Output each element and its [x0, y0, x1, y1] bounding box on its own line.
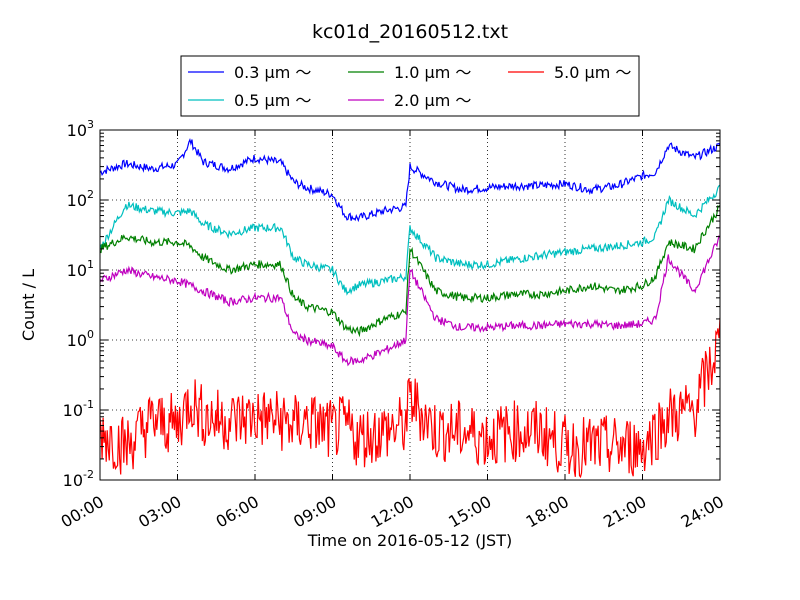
series-line-4	[100, 317, 720, 479]
x-tick-label: 12:00	[368, 492, 417, 532]
chart-title: kc01d_20160512.txt	[312, 21, 508, 43]
x-tick-label: 03:00	[135, 492, 184, 532]
x-tick-label: 00:00	[58, 492, 107, 532]
y-tick-label: 102	[67, 188, 94, 210]
x-tick-label: 24:00	[678, 492, 727, 532]
series-line-2	[100, 204, 720, 338]
legend-entry: 0.3 μm ～	[234, 63, 311, 82]
y-tick-label: 101	[67, 258, 94, 280]
x-tick-label: 06:00	[213, 492, 262, 532]
y-tick-label: 100	[67, 328, 94, 350]
ticks	[99, 129, 721, 481]
legend-entry: 2.0 μm ～	[394, 91, 471, 110]
series-lines	[100, 137, 720, 479]
x-tick-label: 21:00	[600, 492, 649, 532]
grid-lines	[100, 130, 720, 480]
x-tick-label: 09:00	[290, 492, 339, 532]
legend-box	[180, 55, 640, 117]
series-line-0	[100, 137, 720, 223]
x-axis-label: Time on 2016-05-12 (JST)	[307, 531, 512, 550]
y-tick-label: 10-1	[63, 398, 94, 420]
y-tick-label: 103	[67, 118, 94, 140]
series-line-1	[100, 184, 720, 296]
x-tick-label: 18:00	[523, 492, 572, 532]
x-tick-labels: 00:00 03:00 06:00 09:00 12:00 15:00 18:00 21:00…	[58, 492, 727, 532]
x-tick-label: 15:00	[445, 492, 494, 532]
y-tick-labels: 10-2 10-1 100 101 102 103	[63, 118, 94, 490]
legend-entry: 0.5 μm ～	[234, 91, 311, 110]
legend-entry: 1.0 μm ～	[394, 63, 471, 82]
legend-entry: 5.0 μm ～	[554, 63, 631, 82]
y-tick-label: 10-2	[63, 468, 94, 490]
legend: 0.3 μm ～ 0.5 μm ～ 1.0 μm ～ 2.0 μm ～ 5.0 μm ～	[180, 55, 640, 117]
plot-area	[100, 130, 720, 480]
series-line-3	[100, 235, 720, 367]
y-axis-label: Count / L	[19, 269, 38, 341]
